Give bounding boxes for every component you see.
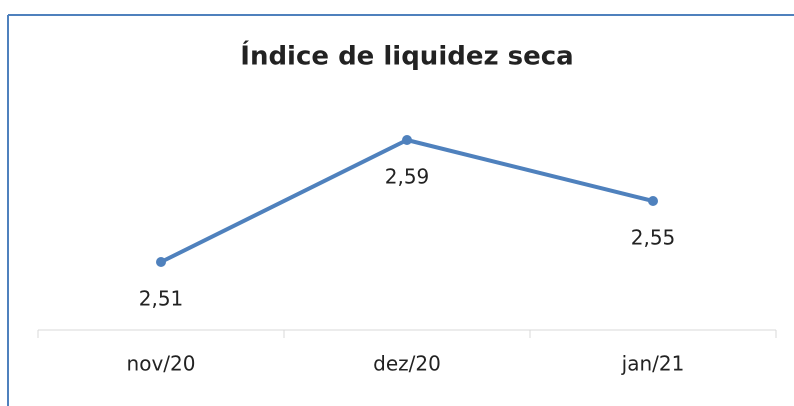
data-label: 2,51 (139, 287, 184, 311)
data-label: 2,59 (385, 165, 430, 189)
x-tick-label: dez/20 (373, 352, 441, 376)
data-label: 2,55 (631, 226, 676, 250)
x-tick-label: jan/21 (621, 352, 685, 376)
chart-title: Índice de liquidez seca (240, 40, 573, 72)
point (156, 257, 166, 267)
point (402, 135, 412, 145)
point (648, 196, 658, 206)
x-tick-label: nov/20 (127, 352, 196, 376)
